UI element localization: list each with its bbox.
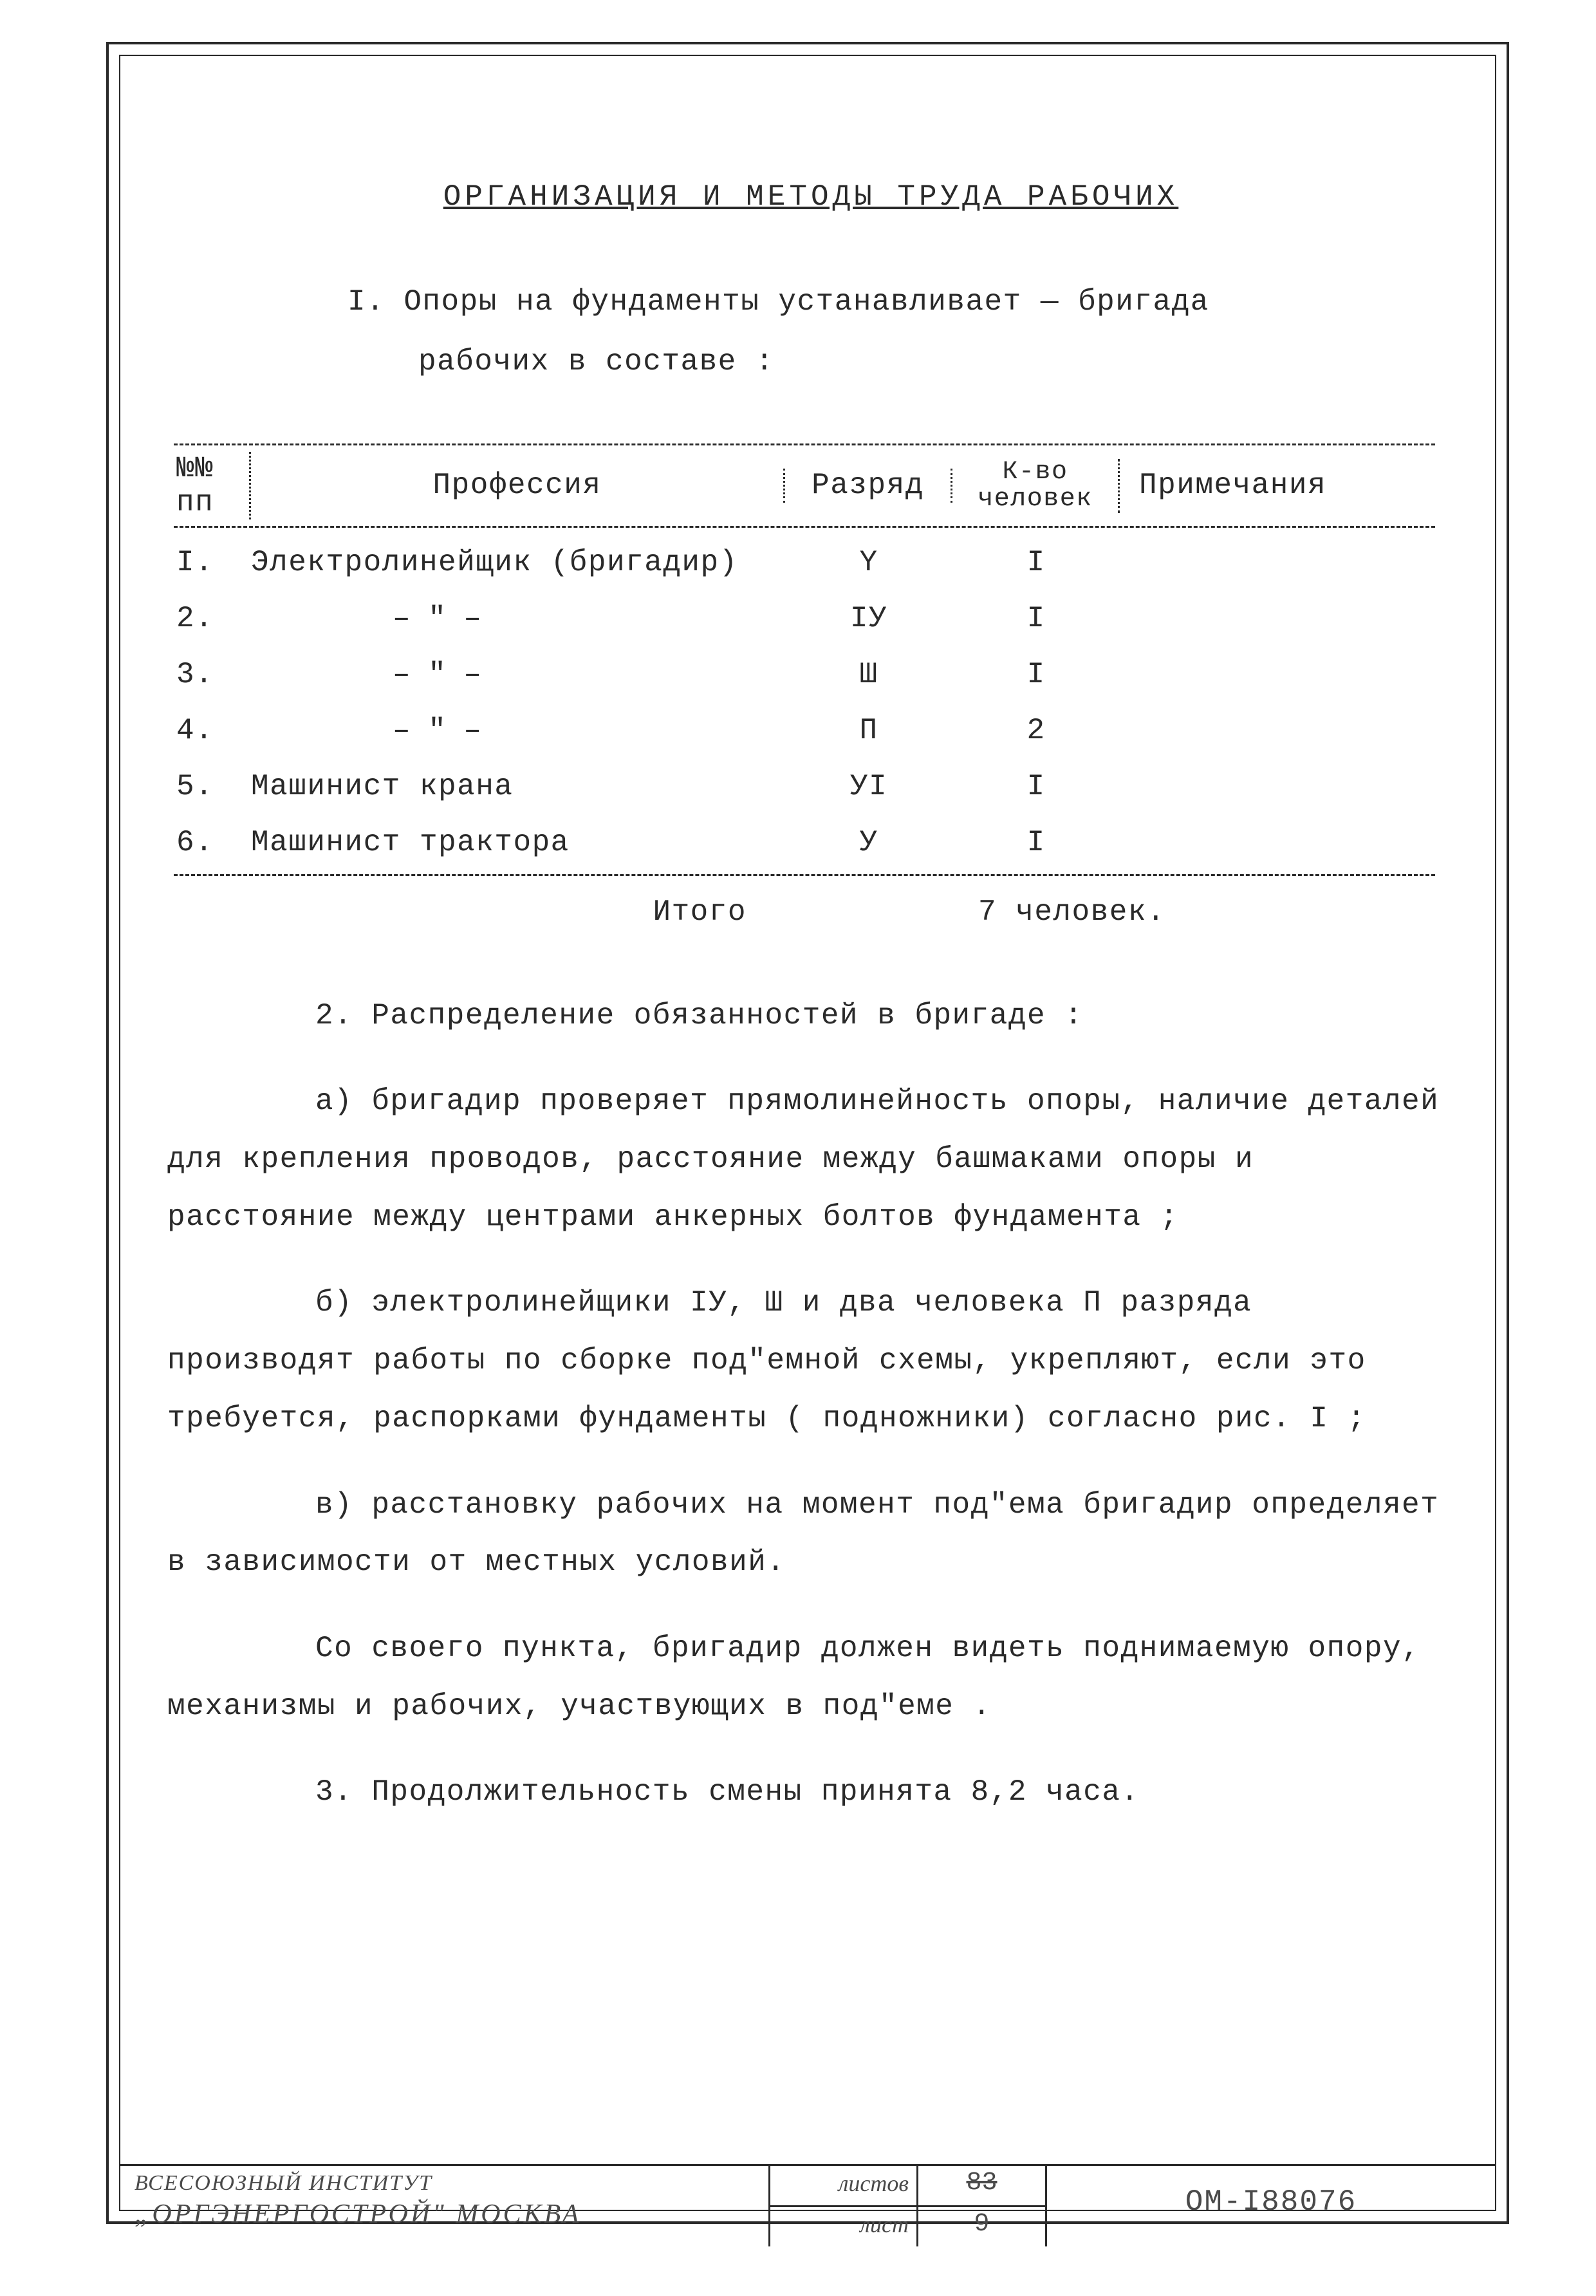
cell-num: 6. [174,826,251,860]
sheet-counts: листов 83 лист 9 [770,2166,1047,2246]
table-row: 4. – " – П 2 [174,696,1435,752]
paragraph: а) бригадир проверяет прямолинейность оп… [167,1073,1454,1246]
paragraph: в) расстановку рабочих на момент под"ема… [167,1477,1454,1592]
document-code: ОМ-I88076 [1047,2166,1495,2246]
content: ОРГАНИЗАЦИЯ И МЕТОДЫ ТРУДА РАБОЧИХ I. Оп… [161,180,1461,1822]
paragraph: 3. Продолжительность смены принята 8,2 ч… [167,1764,1454,1822]
table-header-row: №№пп Профессия Разряд К-вочеловек Примеч… [174,443,1435,528]
col-header-count: К-вочеловек [952,459,1120,513]
col-header-rank: Разряд [785,469,952,503]
cell-count: I [952,602,1120,636]
cell-rank: У [785,826,952,860]
cell-prof: Машинист трактора [251,826,785,860]
cell-rank: Y [785,546,952,580]
org-cell: ВСЕСОЮЗНЫЙ ИНСТИТУТ „ОРГЭНЕРГОСТРОЙ" МОС… [120,2166,770,2246]
table-row: 6. Машинист трактора У I [174,808,1435,864]
paragraph: б) электролинейщики IУ, Ш и два человека… [167,1274,1454,1448]
paragraph: Со своего пункта, бригадир должен видеть… [167,1620,1454,1735]
cell-count: I [952,826,1120,860]
cell-count: 2 [952,714,1120,748]
cell-rank: УI [785,770,952,804]
cell-prof: Машинист крана [251,770,785,804]
page: ОРГАНИЗАЦИЯ И МЕТОДЫ ТРУДА РАБОЧИХ I. Оп… [0,0,1596,2296]
cell-prof: – " – [251,602,785,636]
intro-line-2: рабочих в составе : [418,345,1461,379]
sheet-row: лист 9 [770,2207,1045,2246]
document-title: ОРГАНИЗАЦИЯ И МЕТОДЫ ТРУДА РАБОЧИХ [161,180,1461,214]
table-body: I. Электролинейщик (бригадир) Y I 2. – "… [174,528,1435,863]
col-header-num: №№пп [174,452,251,520]
table-total-row: Итого 7 человек. [174,876,1435,929]
paragraph: 2. Распределение обязанностей в бригаде … [167,987,1454,1045]
body-text: 2. Распределение обязанностей в бригаде … [167,987,1454,1822]
table-row: 5. Машинист крана УI I [174,752,1435,808]
cell-rank: Ш [785,658,952,692]
cell-prof: Электролинейщик (бригадир) [251,546,785,580]
cell-count: I [952,546,1120,580]
cell-num: 3. [174,658,251,692]
org-line-2: „ОРГЭНЕРГОСТРОЙ" МОСКВА [135,2198,761,2232]
cell-count: I [952,770,1120,804]
table-row: 2. – " – IУ I [174,584,1435,640]
value-sheet: 9 [918,2207,1045,2246]
cell-prof: – " – [251,658,785,692]
cell-num: I. [174,546,251,580]
org-line-1: ВСЕСОЮЗНЫЙ ИНСТИТУТ [135,2170,761,2198]
table-row: 3. – " – Ш I [174,640,1435,696]
label-sheets: листов [770,2166,918,2205]
table-row: I. Электролинейщик (бригадир) Y I [174,528,1435,584]
intro-line-1: I. Опоры на фундаменты устанавливает — б… [348,285,1461,319]
cell-num: 2. [174,602,251,636]
brigade-table: №№пп Профессия Разряд К-вочеловек Примеч… [174,443,1435,929]
cell-rank: П [785,714,952,748]
cell-num: 5. [174,770,251,804]
cell-rank: IУ [785,602,952,636]
sheets-row: листов 83 [770,2166,1045,2207]
cell-prof: – " – [251,714,785,748]
col-header-notes: Примечания [1120,469,1435,503]
total-label: Итого [251,895,785,929]
value-sheets: 83 [918,2166,1045,2205]
total-value: 7 человек. [952,895,1435,929]
cell-count: I [952,658,1120,692]
title-block: ВСЕСОЮЗНЫЙ ИНСТИТУТ „ОРГЭНЕРГОСТРОЙ" МОС… [120,2164,1495,2246]
col-header-profession: Профессия [251,469,785,503]
intro: I. Опоры на фундаменты устанавливает — б… [348,285,1461,379]
cell-num: 4. [174,714,251,748]
label-sheet: лист [770,2207,918,2246]
